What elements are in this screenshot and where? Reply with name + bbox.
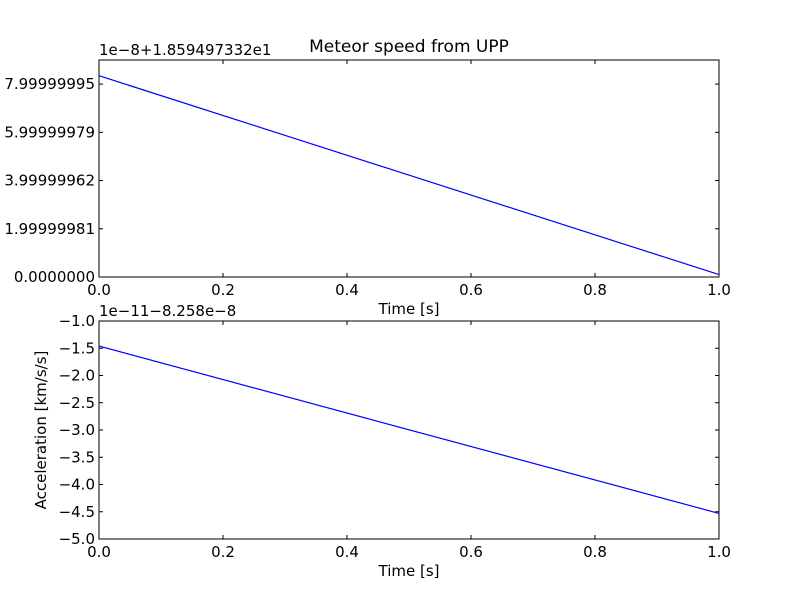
x-tick-label: 1.0 bbox=[707, 281, 731, 299]
y-tick-label: 1.99999981 bbox=[4, 220, 95, 238]
axis-offset-label: 1e−11−8.258e−8 bbox=[99, 302, 236, 320]
x-tick-label: 0.8 bbox=[583, 543, 607, 561]
x-tick-label: 0.2 bbox=[211, 543, 235, 561]
y-tick-label: −1.0 bbox=[59, 312, 95, 330]
y-tick-label: −3.5 bbox=[59, 448, 95, 466]
axis-offset-label: 1e−8+1.859497332e1 bbox=[99, 41, 271, 59]
y-tick-label: 0.0000000 bbox=[14, 268, 95, 286]
y-tick-label: −4.0 bbox=[59, 476, 95, 494]
chart-title: Meteor speed from UPP bbox=[309, 37, 509, 57]
y-tick-label: −2.5 bbox=[59, 394, 95, 412]
x-axis-label: Time [s] bbox=[378, 300, 440, 318]
y-tick-label: 5.99999979 bbox=[4, 123, 95, 141]
series-line bbox=[98, 345, 720, 514]
x-tick-label: 0.6 bbox=[459, 281, 483, 299]
x-tick-label: 0.4 bbox=[335, 281, 359, 299]
speed-subplot: 0.0 0.2 0.4 0.6 0.8 1.0 0.0000000 1.99999981 3.9… bbox=[4, 37, 731, 318]
x-axis-label: Time [s] bbox=[378, 562, 440, 580]
y-tick-label: 7.99999995 bbox=[4, 75, 95, 93]
x-tick-label: 0.4 bbox=[335, 543, 359, 561]
y-axis-label: Acceleration [km/s/s] bbox=[32, 351, 50, 510]
x-tick-label: 0.2 bbox=[211, 281, 235, 299]
x-tick-label: 0.8 bbox=[583, 281, 607, 299]
y-tick-label: −2.0 bbox=[59, 367, 95, 385]
y-tick-label: −1.5 bbox=[59, 339, 95, 357]
x-tick-label: 1.0 bbox=[707, 543, 731, 561]
y-tick-label: −5.0 bbox=[59, 530, 95, 548]
y-tick-label: 3.99999962 bbox=[4, 172, 95, 190]
y-tick-label: −3.0 bbox=[59, 421, 95, 439]
x-tick-label: 0.0 bbox=[87, 281, 111, 299]
series-line bbox=[98, 75, 720, 276]
x-tick-label: 0.6 bbox=[459, 543, 483, 561]
y-tick-label: −4.5 bbox=[59, 503, 95, 521]
acceleration-subplot: 0.0 0.2 0.4 0.6 0.8 1.0 −1.0 −1.5 −2.0 −2.5 −3.0 −3… bbox=[32, 302, 731, 580]
x-tick-label: 0.0 bbox=[87, 543, 111, 561]
